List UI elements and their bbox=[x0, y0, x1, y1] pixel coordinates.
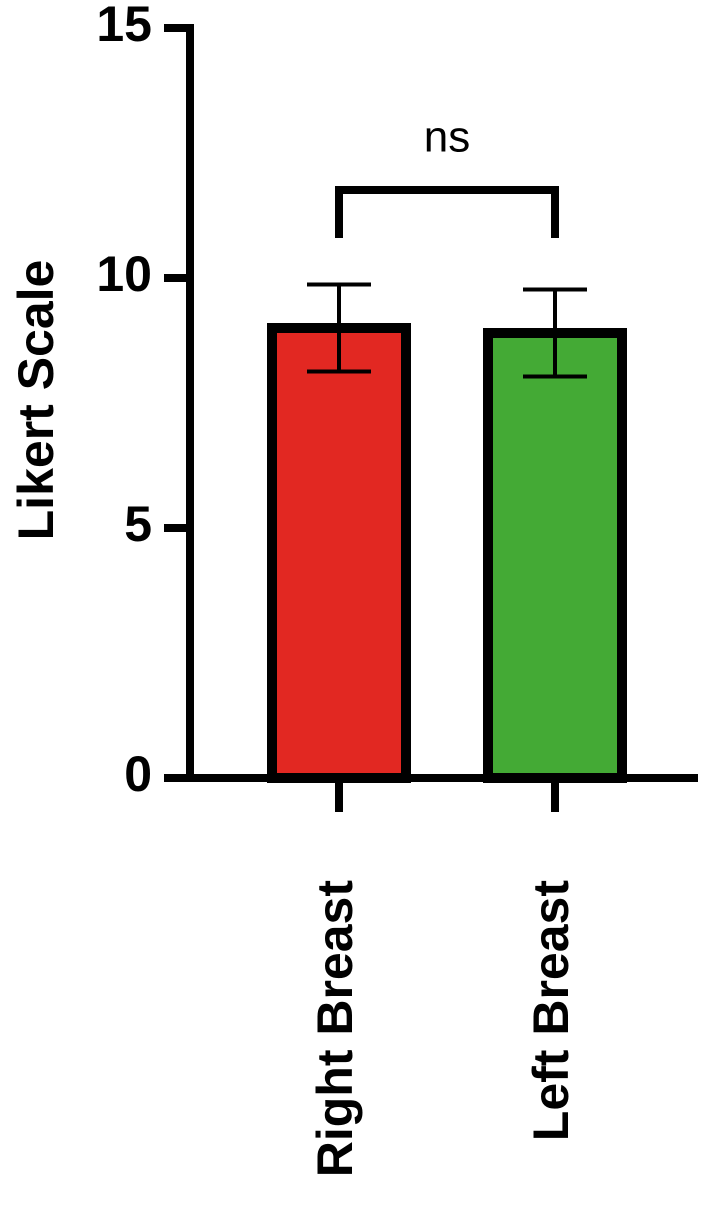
y-tick-label: 5 bbox=[124, 496, 152, 552]
x-tick-label: Right Breast bbox=[307, 880, 363, 1178]
error-bar bbox=[523, 287, 587, 379]
y-tick-label: 0 bbox=[124, 746, 152, 802]
y-tick-label: 10 bbox=[96, 246, 152, 302]
bar bbox=[483, 328, 627, 783]
y-tick-label: 15 bbox=[96, 0, 152, 52]
bar bbox=[267, 323, 411, 783]
x-tick-label: Left Breast bbox=[523, 880, 579, 1142]
y-axis-label: Likert Scale bbox=[8, 260, 64, 541]
significance-label: ns bbox=[424, 113, 470, 162]
error-bar bbox=[307, 282, 371, 374]
significance-bracket bbox=[335, 186, 559, 238]
